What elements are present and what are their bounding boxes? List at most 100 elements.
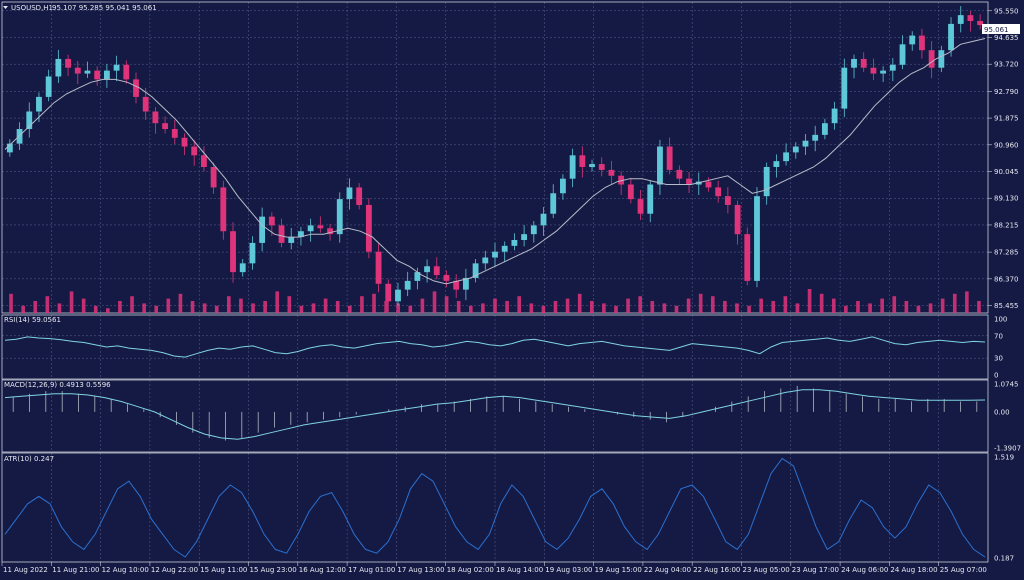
volume-bar [577, 293, 582, 313]
volume-bar [928, 303, 933, 313]
candle-body [317, 225, 324, 229]
volume-bar [892, 296, 897, 313]
volume-bar [323, 298, 328, 313]
atr-tick-label: 0.187 [994, 555, 1014, 563]
candle-body [744, 234, 751, 281]
volume-bar [916, 305, 921, 313]
price-axis[interactable]: 95.550 94.635 93.720 92.790 91.875 90.960 90.0… [988, 7, 1019, 310]
volume-bar [880, 298, 884, 313]
volume-bar [9, 293, 13, 313]
candle-body [113, 64, 120, 71]
candle-body [171, 129, 178, 138]
candle-body [94, 70, 101, 80]
volume-bar [965, 291, 969, 313]
macd-indicator [4, 385, 986, 441]
candle-body [783, 152, 789, 162]
volume-bar [553, 301, 558, 313]
volume-bar [807, 289, 812, 313]
volume-bars [9, 289, 981, 313]
candle-body [841, 67, 848, 109]
volume-bar [783, 296, 788, 313]
pane-border-macd [1, 379, 989, 453]
price-tick-label: 93.720 [994, 61, 1019, 69]
volume-bar [81, 298, 86, 313]
rsi-tick-label: 70 [994, 332, 1003, 340]
candle-body [191, 146, 198, 156]
rsi-tick-label: 100 [994, 316, 1007, 324]
time-axis[interactable]: 11 Aug 2022 11 Aug 21:00 12 Aug 10:00 12 Au… [1, 562, 987, 574]
candle-body [889, 64, 896, 71]
candle-body [618, 175, 625, 185]
volume-bar [505, 301, 509, 313]
volume-bar [190, 301, 195, 313]
volume-bar [130, 296, 134, 313]
candle-body [521, 234, 528, 240]
volume-bar [710, 296, 715, 313]
volume-bar [456, 301, 461, 313]
time-tick-label: 16 Aug 12:00 [299, 566, 346, 574]
volume-bar [940, 298, 945, 313]
candle-body [492, 251, 498, 258]
atr-tick-label: 1.519 [994, 454, 1014, 462]
candle-body [453, 280, 460, 290]
candle-body [589, 164, 595, 167]
candle-body [404, 280, 411, 290]
candle-body [957, 15, 964, 24]
candle-body [298, 231, 304, 238]
candle-body [424, 266, 430, 273]
candle-body [530, 225, 537, 235]
candle-body [55, 58, 62, 77]
volume-bar [348, 305, 352, 313]
volume-bar [372, 293, 376, 313]
candle-body [860, 58, 867, 68]
price-tick-label: 88.215 [994, 221, 1019, 229]
candle-body [142, 96, 149, 112]
macd-tick-label: -1.3907 [994, 445, 1021, 453]
candle-body [560, 178, 566, 194]
macd-axis: 1.0745 0.00 -1.3907 [994, 381, 1021, 453]
symbol-header[interactable]: USOUSD,H1 95.107 95.285 95.041 95.061 [3, 4, 157, 12]
last-price-marker: 95.061 [982, 24, 1020, 34]
time-tick-label: 12 Aug 22:00 [151, 566, 198, 574]
time-tick-label: 15 Aug 23:00 [250, 566, 297, 574]
candle-body [365, 204, 372, 252]
volume-bar [698, 293, 703, 313]
candle-body [763, 166, 770, 197]
candle-body [472, 263, 479, 278]
price-tick-label: 87.285 [994, 249, 1019, 257]
candle-body [356, 187, 363, 205]
candle-body [45, 76, 52, 97]
volume-bar [602, 303, 606, 313]
pane-border-rsi [1, 314, 989, 380]
candle-body [501, 245, 508, 252]
candle-body [734, 204, 741, 235]
candle-body [715, 187, 722, 197]
time-tick-label: 22 Aug 16:00 [693, 566, 740, 574]
candle-body [948, 23, 954, 51]
candle-body [909, 35, 916, 45]
volume-bar [299, 305, 304, 313]
volume-bar [118, 301, 122, 313]
volume-bar [481, 303, 485, 313]
price-tick-label: 90.045 [994, 168, 1019, 176]
volume-bar [408, 305, 413, 313]
time-tick-label: 24 Aug 18:00 [890, 566, 937, 574]
candle-body [6, 143, 13, 153]
volume-bar [251, 303, 255, 313]
ma-path [4, 38, 986, 285]
volume-bar [541, 305, 546, 313]
symbol-ohlc: 95.107 95.285 95.041 95.061 [52, 4, 157, 12]
volume-bar [819, 293, 824, 313]
volume-bar [166, 298, 171, 313]
candle-body [152, 111, 159, 124]
time-tick-label: 22 Aug 04:00 [644, 566, 691, 574]
candle-body [462, 277, 469, 290]
symbol-menu-icon[interactable] [3, 6, 8, 9]
volume-bar [93, 305, 98, 313]
candle-body [375, 251, 382, 284]
time-tick-label: 18 Aug 14:00 [496, 566, 543, 574]
volume-bar [154, 305, 159, 313]
